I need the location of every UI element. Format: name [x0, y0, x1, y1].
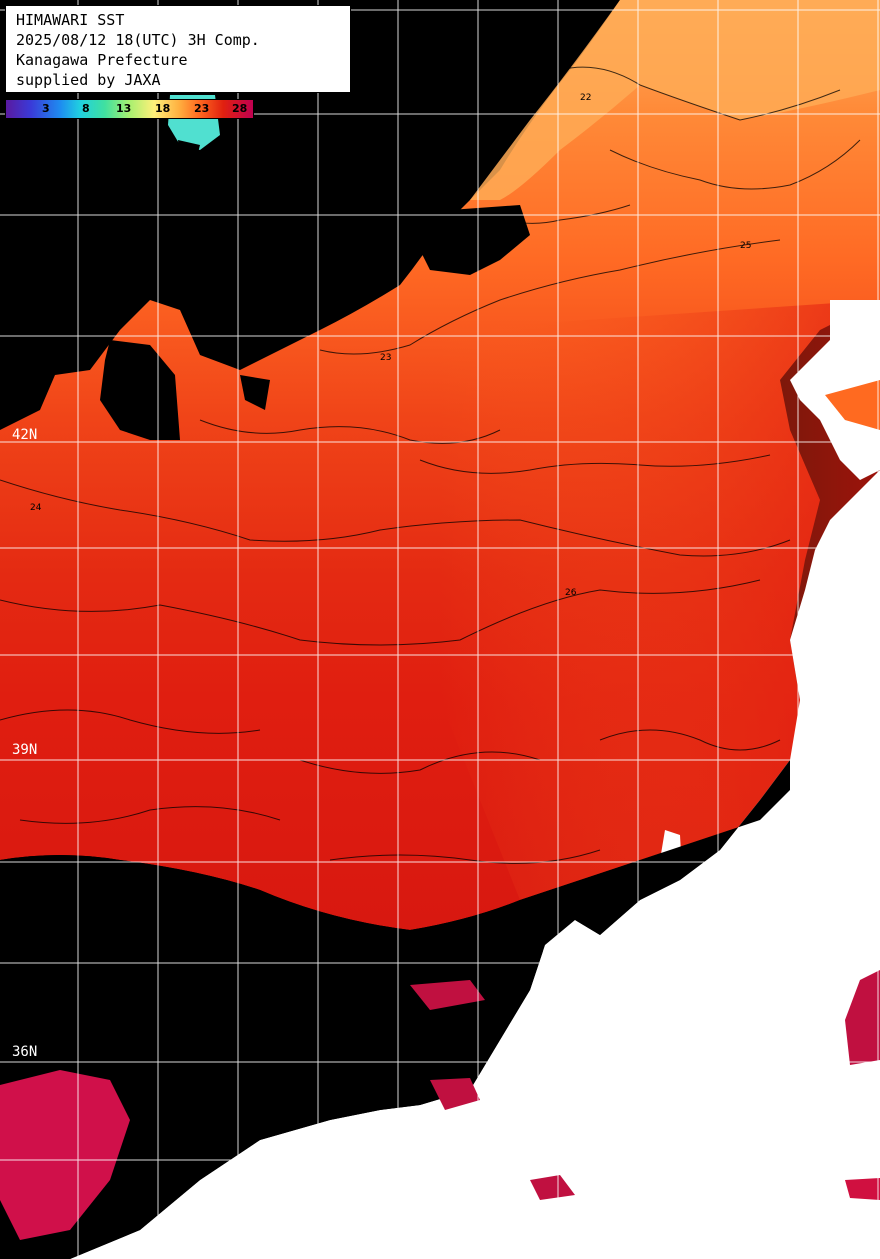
hot-patch-6: [845, 1178, 880, 1200]
cloud-patch-north: [420, 205, 530, 275]
cloud-patch-northwest: [100, 340, 180, 440]
contour-label: 26: [565, 588, 577, 598]
contour-label: 23: [380, 353, 391, 363]
hot-patch-4: [410, 980, 485, 1010]
lat-label-36n: 36N: [12, 1044, 38, 1060]
lat-label-42n: 42N: [12, 427, 38, 443]
northern-coastal-sea: [470, 0, 880, 200]
colorbar-tick: 18: [155, 102, 171, 115]
contour-lines: [0, 66, 861, 864]
prefecture-label: Kanagawa Prefecture: [16, 51, 188, 69]
title-box: HIMAWARI SST 2025/08/12 18(UTC) 3H Comp.…: [5, 5, 351, 93]
colorbar-tick: 3: [42, 102, 50, 115]
colorbar-tick: 23: [194, 102, 210, 115]
cyan-patch-shadow: [178, 140, 200, 165]
colorbar-tick: 13: [116, 102, 132, 115]
hot-patch-3: [530, 1175, 575, 1200]
cloud-band-south: [0, 760, 790, 1259]
hot-patch-5: [845, 970, 880, 1065]
colorbar-tick: 28: [232, 102, 248, 115]
timestamp: 2025/08/12 18(UTC) 3H Comp.: [16, 31, 260, 49]
land-noto: [540, 915, 590, 960]
supplier-label: supplied by JAXA: [16, 71, 161, 89]
cloud-patch-small: [240, 375, 270, 410]
land-hokkaido: [790, 300, 880, 480]
sea-inlet-hokkaido: [825, 380, 880, 430]
hot-patch-southwest: [0, 1070, 130, 1240]
contour-label: 22: [580, 93, 591, 103]
hot-patch-2: [430, 1078, 480, 1110]
colorbar-tick: 8: [82, 102, 90, 115]
sea-east-tint: [440, 300, 880, 900]
contour-label: 24: [30, 503, 42, 513]
lat-label-39n: 39N: [12, 742, 38, 758]
contour-label: 25: [740, 241, 751, 251]
colorbar: 3 8 13 18 23 28: [5, 99, 254, 119]
product-title: HIMAWARI SST: [16, 11, 125, 29]
